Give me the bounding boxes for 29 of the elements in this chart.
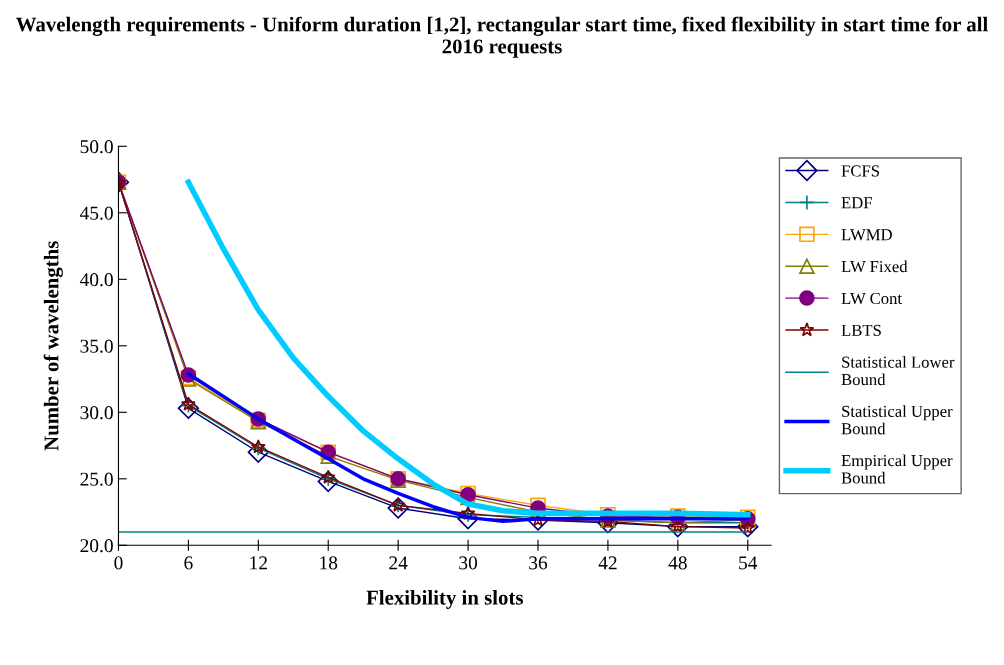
legend-label: EDF (841, 197, 872, 209)
x-tick-label: 18 (320, 556, 338, 570)
y-tick-label: 30.0 (80, 406, 113, 420)
y-tick-label: 20.0 (80, 539, 113, 553)
x-tick-label: 6 (184, 556, 193, 570)
x-tick-label: 24 (389, 556, 408, 570)
x-tick-label: 42 (598, 556, 617, 570)
legend-label: LWMD (841, 229, 892, 241)
y-tick-label: 25.0 (80, 472, 113, 486)
legend-label: Empirical Upper Bound (841, 454, 953, 484)
legend-label: Statistical Upper Bound (841, 405, 953, 435)
y-tick-label: 50.0 (80, 140, 113, 154)
y-tick-label: 40.0 (79, 273, 113, 287)
legend-label: LW Cont (841, 292, 902, 305)
y-axis-title: Number of wavelengths (43, 241, 63, 451)
x-tick-label: 30 (459, 556, 478, 570)
legend-label: Statistical Lower Bound (841, 356, 955, 386)
x-tick-label: 48 (668, 556, 687, 570)
x-tick-label: 0 (114, 556, 123, 570)
legend-label: LBTS (841, 324, 881, 336)
y-tick-label: 45.0 (79, 206, 113, 220)
legend-label: LW Fixed (841, 260, 908, 273)
x-tick-label: 54 (739, 556, 758, 570)
x-axis-title: Flexibility in slots (366, 590, 523, 609)
x-tick-label: 36 (529, 556, 548, 570)
legend-label: FCFS (841, 165, 879, 177)
chart-title: Wavelength requirements - Uniform duration [1,2], rectangular start time, fixed flexibility in start time for all 2016 requests (16, 16, 988, 58)
x-tick-label: 12 (250, 556, 267, 570)
y-tick-label: 35.0 (80, 339, 113, 353)
